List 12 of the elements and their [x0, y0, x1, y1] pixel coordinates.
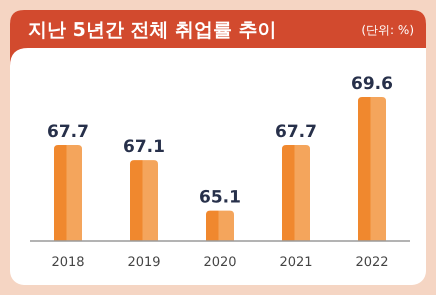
x-tick-label: 2018 — [51, 255, 85, 270]
chart-title: 지난 5년간 전체 취업률 추이 — [28, 19, 277, 41]
data-label: 65.1 — [199, 188, 241, 208]
data-label: 69.6 — [351, 74, 393, 94]
x-tick-label: 2020 — [203, 255, 237, 270]
chart-subtitle: (단위: %) — [361, 23, 414, 37]
data-label: 67.7 — [47, 122, 89, 142]
data-label: 67.1 — [123, 137, 165, 158]
x-tick-label: 2019 — [127, 255, 161, 270]
x-tick-label: 2021 — [279, 255, 313, 270]
x-tick-label: 2022 — [355, 255, 389, 270]
data-label: 67.7 — [275, 122, 317, 142]
